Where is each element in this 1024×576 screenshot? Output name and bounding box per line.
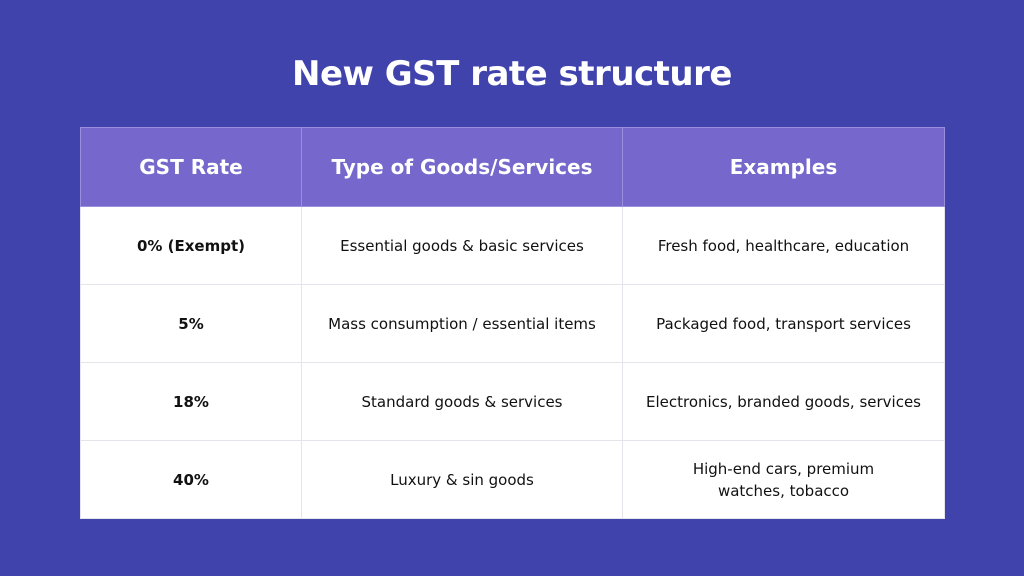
rate-cell: 18% — [80, 362, 302, 441]
header-gst-rate: GST Rate — [80, 127, 302, 207]
type-cell: Mass consumption / essential items — [301, 284, 623, 363]
header-examples: Examples — [622, 127, 945, 207]
table-row: 18% Standard goods & services Electronic… — [80, 362, 945, 441]
type-cell: Luxury & sin goods — [301, 440, 623, 519]
header-type: Type of Goods/Services — [301, 127, 623, 207]
table-header-row: GST Rate Type of Goods/Services Examples — [80, 127, 945, 207]
examples-cell: Packaged food, transport services — [622, 284, 945, 363]
rate-cell: 40% — [80, 440, 302, 519]
table-row: 5% Mass consumption / essential items Pa… — [80, 284, 945, 363]
examples-cell: High-end cars, premium watches, tobacco — [622, 440, 945, 519]
gst-rate-table: GST Rate Type of Goods/Services Examples… — [80, 127, 945, 519]
rate-cell: 0% (Exempt) — [80, 206, 302, 285]
table-row: 0% (Exempt) Essential goods & basic serv… — [80, 206, 945, 285]
type-cell: Essential goods & basic services — [301, 206, 623, 285]
page-title: New GST rate structure — [292, 54, 732, 94]
examples-cell: Fresh food, healthcare, education — [622, 206, 945, 285]
rate-cell: 5% — [80, 284, 302, 363]
type-cell: Standard goods & services — [301, 362, 623, 441]
table-row: 40% Luxury & sin goods High-end cars, pr… — [80, 440, 945, 519]
examples-cell: Electronics, branded goods, services — [622, 362, 945, 441]
